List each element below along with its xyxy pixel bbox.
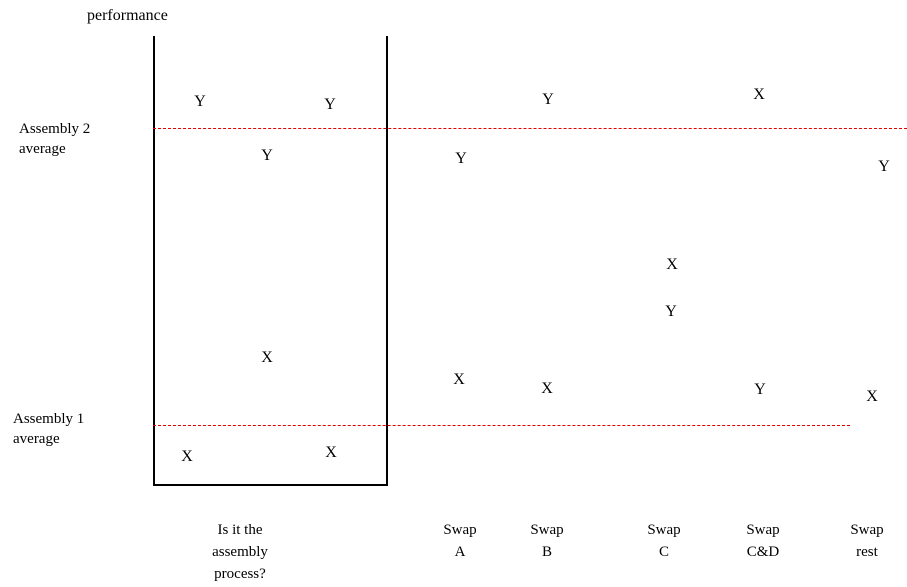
category-label-swap-b: Swap B xyxy=(530,522,564,560)
assembly-1-label-line2: average xyxy=(13,431,60,447)
category-label-swap-cd: Swap C&D xyxy=(746,522,780,560)
assembly-1-label-line1: Assembly 1 xyxy=(13,411,85,427)
category-label-assembly-process: Is it the assembly process? xyxy=(212,522,268,582)
assembly-2-average-label: Assembly 2 average xyxy=(19,119,90,159)
category-label-swap-rest: Swap rest xyxy=(850,522,884,560)
point-marker: X xyxy=(666,256,678,273)
point-marker: Y xyxy=(261,147,273,164)
point-marker: X xyxy=(541,380,553,397)
category-label-swap-c: Swap C xyxy=(647,522,681,560)
point-marker: X xyxy=(181,448,193,465)
assembly-1-average-label: Assembly 1 average xyxy=(13,409,84,449)
point-marker: Y xyxy=(194,93,206,110)
point-marker: X xyxy=(261,349,273,366)
assembly-2-label-line1: Assembly 2 xyxy=(19,121,91,137)
y-axis-line xyxy=(153,36,155,485)
point-marker: Y xyxy=(878,158,890,175)
y-axis-title: performance xyxy=(87,7,168,24)
point-marker: Y xyxy=(754,381,766,398)
point-marker: X xyxy=(325,444,337,461)
point-marker: X xyxy=(453,371,465,388)
point-marker: Y xyxy=(324,96,336,113)
point-marker: X xyxy=(753,86,765,103)
assembly-2-label-line2: average xyxy=(19,141,66,157)
point-marker: X xyxy=(866,388,878,405)
point-marker: Y xyxy=(455,150,467,167)
point-marker: Y xyxy=(665,303,677,320)
x-axis-line xyxy=(153,484,388,486)
assembly-2-average-line xyxy=(153,128,907,129)
category-label-swap-a: Swap A xyxy=(443,522,477,560)
section-divider-line xyxy=(386,36,388,485)
assembly-1-average-line xyxy=(153,425,850,426)
point-marker: Y xyxy=(542,91,554,108)
